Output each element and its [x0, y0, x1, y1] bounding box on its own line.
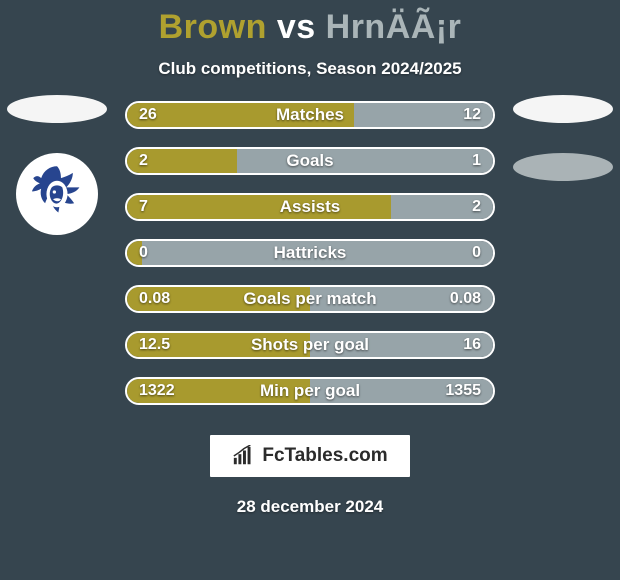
stat-value-left: 0.08	[139, 290, 170, 308]
brand-text: FcTables.com	[262, 445, 387, 467]
stat-label: Goals	[286, 151, 333, 171]
stat-value-right: 1	[472, 152, 481, 170]
player2-name: HrnÄÃ¡r	[326, 8, 462, 46]
stat-row: 0.08 0.08 Goals per match	[125, 285, 495, 313]
stat-label: Shots per goal	[251, 335, 369, 355]
stat-row: 7 2 Assists	[125, 193, 495, 221]
stat-value-right: 16	[463, 336, 481, 354]
vs-label: vs	[277, 8, 316, 46]
club-logo-left-2	[16, 153, 98, 235]
player1-name: Brown	[159, 8, 267, 46]
stat-value-left: 12.5	[139, 336, 170, 354]
stat-value-right: 0	[472, 244, 481, 262]
club-logo-right-2	[513, 153, 613, 181]
stat-value-left: 2	[139, 152, 148, 170]
stat-bar-right	[237, 149, 493, 173]
stat-value-right: 2	[472, 198, 481, 216]
stat-row: 26 12 Matches	[125, 101, 495, 129]
stat-value-left: 26	[139, 106, 157, 124]
stat-label: Assists	[280, 197, 340, 217]
stat-value-left: 0	[139, 244, 148, 262]
bar-chart-icon	[232, 445, 254, 467]
club-logo-right-1	[513, 95, 613, 123]
stat-value-right: 12	[463, 106, 481, 124]
stat-row: 12.5 16 Shots per goal	[125, 331, 495, 359]
stat-label: Matches	[276, 105, 344, 125]
stat-value-right: 0.08	[450, 290, 481, 308]
left-badges	[6, 95, 108, 235]
stat-label: Hattricks	[274, 243, 347, 263]
footer: FcTables.com 28 december 2024	[0, 435, 620, 517]
stat-row: 0 0 Hattricks	[125, 239, 495, 267]
club-logo-left-1	[7, 95, 107, 123]
stats-layout: 26 12 Matches 2 1 Goals 7 2 Assists 0 0 Hattricks 0.…	[0, 101, 620, 405]
stat-row: 1322 1355 Min per goal	[125, 377, 495, 405]
stat-label: Min per goal	[260, 381, 360, 401]
date-text: 28 december 2024	[237, 497, 384, 517]
page-title: Brown vs HrnÄÃ¡r	[0, 8, 620, 47]
stat-label: Goals per match	[243, 289, 376, 309]
right-badges	[512, 95, 614, 181]
stat-value-right: 1355	[445, 382, 481, 400]
comparison-container: Brown vs HrnÄÃ¡r Club competitions, Seas…	[0, 0, 620, 517]
stats-list: 26 12 Matches 2 1 Goals 7 2 Assists 0 0 Hattricks 0.…	[125, 101, 495, 405]
stat-bar-left	[127, 195, 391, 219]
subtitle: Club competitions, Season 2024/2025	[0, 59, 620, 79]
stat-value-left: 7	[139, 198, 148, 216]
stat-row: 2 1 Goals	[125, 147, 495, 175]
stat-value-left: 1322	[139, 382, 175, 400]
indian-head-icon	[24, 161, 90, 227]
brand-card: FcTables.com	[210, 435, 409, 477]
